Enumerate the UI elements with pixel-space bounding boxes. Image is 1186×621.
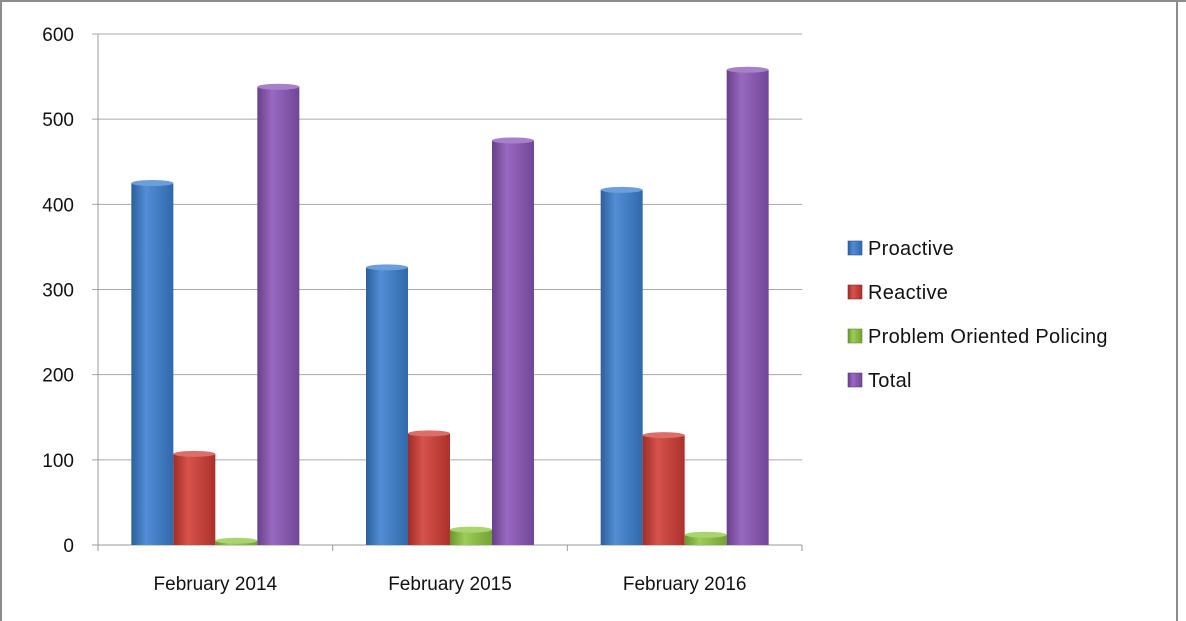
legend-item-reactive: Reactive	[847, 282, 948, 304]
legend-swatch-total	[847, 372, 863, 388]
legend: Proactive Reactive Problem Oriented Polici…	[847, 238, 1108, 392]
bar-total-february-2016	[726, 66, 769, 546]
bar-total-february-2015	[492, 137, 534, 546]
y-axis-tick-labels: 0 100 200 300 400 500 600	[42, 25, 74, 557]
y-tick-label-200: 200	[42, 366, 74, 387]
y-tick-label-0: 0	[63, 536, 74, 557]
x-tick-label-february-2014: February 2014	[154, 574, 278, 595]
legend-item-proactive: Proactive	[847, 238, 954, 260]
bar-proactive-february-2015	[366, 264, 408, 545]
chart-frame-right-edge	[1176, 0, 1178, 621]
bar-total-february-2014	[257, 83, 300, 545]
legend-label-reactive: Reactive	[868, 282, 948, 304]
bar-reactive-february-2015	[408, 430, 450, 545]
legend-swatch-problem-oriented-policing	[847, 328, 863, 344]
bar-proactive-february-2014	[131, 180, 174, 545]
bars	[131, 66, 769, 546]
legend-item-total: Total	[847, 370, 912, 392]
bar-problem-oriented-policing-february-2016	[684, 531, 727, 545]
x-tick-label-february-2015: February 2015	[388, 574, 512, 595]
bar-reactive-february-2016	[642, 432, 685, 545]
y-tick-label-400: 400	[42, 195, 74, 216]
bar-reactive-february-2014	[173, 450, 216, 545]
x-tick-label-february-2016: February 2016	[623, 574, 747, 595]
y-tick-label-500: 500	[42, 110, 74, 131]
y-tick-label-600: 600	[42, 25, 74, 46]
axes	[97, 34, 803, 551]
bar-problem-oriented-policing-february-2014	[215, 537, 258, 545]
bar-proactive-february-2016	[600, 186, 643, 546]
legend-swatch-reactive	[847, 284, 863, 300]
bar-problem-oriented-policing-february-2015	[450, 526, 492, 545]
legend-swatch-proactive	[847, 240, 863, 256]
y-tick-label-300: 300	[42, 281, 74, 302]
legend-label-problem-oriented-policing: Problem Oriented Policing	[868, 326, 1108, 348]
legend-label-proactive: Proactive	[868, 238, 954, 260]
legend-label-total: Total	[868, 370, 912, 392]
x-axis-tick-labels: February 2014 February 2015 February 2016	[154, 574, 747, 595]
legend-item-problem-oriented-policing: Problem Oriented Policing	[847, 326, 1108, 348]
y-tick-label-100: 100	[42, 451, 74, 472]
